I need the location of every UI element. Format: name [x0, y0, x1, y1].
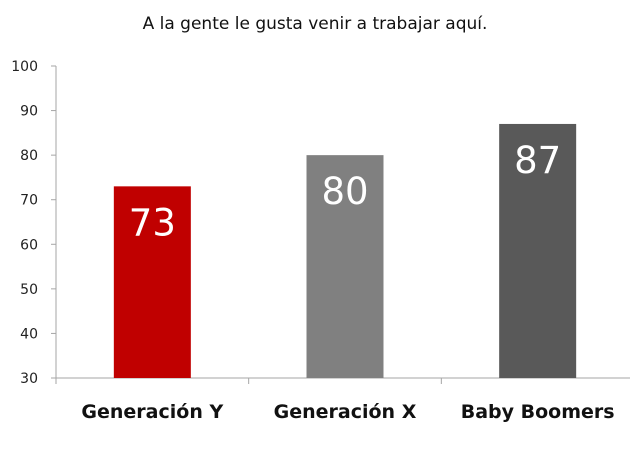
y-tick-label: 30: [20, 371, 38, 387]
bar: [306, 155, 384, 378]
y-tick-label: 70: [20, 193, 38, 209]
category-label: Generación X: [274, 401, 417, 423]
bar: [113, 186, 191, 378]
y-tick-label: 90: [20, 104, 38, 120]
data-label: 80: [321, 170, 368, 213]
category-label: Generación Y: [81, 401, 223, 423]
data-label: 73: [129, 201, 176, 244]
category-label: Baby Boomers: [461, 401, 615, 423]
data-label: 87: [514, 139, 561, 182]
y-tick-label: 40: [20, 326, 38, 342]
chart-title: A la gente le gusta venir a trabajar aqu…: [142, 14, 488, 34]
y-tick-label: 80: [20, 148, 38, 164]
y-tick-label: 60: [20, 237, 38, 253]
labels: 73 Generación Y 80 Generación X 87 Baby Boome…: [81, 139, 614, 423]
y-tick-label: 100: [11, 59, 38, 75]
y-tick-label: 50: [20, 282, 38, 298]
bar: [499, 123, 577, 378]
bars: [113, 123, 577, 378]
